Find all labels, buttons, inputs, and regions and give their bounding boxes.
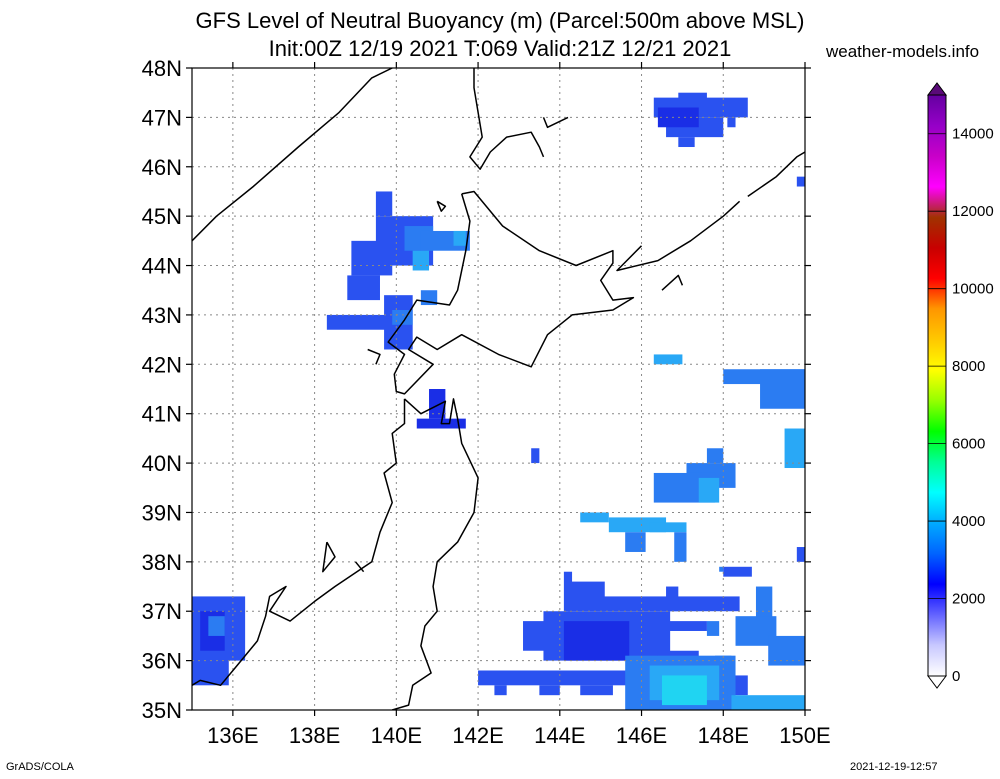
coastline	[661, 274, 684, 291]
field-cell	[661, 675, 707, 706]
lon-label: 144E	[534, 723, 585, 748]
field-cell	[563, 621, 630, 661]
colorbar-label: 10000	[952, 281, 994, 298]
field-cell	[674, 532, 687, 562]
field-cell	[719, 566, 724, 572]
lon-label: 140E	[371, 723, 422, 748]
field-cell	[625, 532, 646, 552]
chart-subtitle: Init:00Z 12/19 2021 T:069 Valid:21Z 12/2…	[268, 36, 732, 61]
coastline	[391, 398, 479, 710]
lat-label: 48N	[142, 56, 182, 81]
field-cell	[236, 611, 242, 636]
field-cell	[580, 512, 609, 523]
colorbar-label: 14000	[952, 126, 994, 143]
field-cell	[784, 428, 805, 469]
graticule	[192, 68, 805, 710]
lon-label: 146E	[616, 723, 667, 748]
field-cell	[539, 685, 560, 696]
colorbar-min-arrow	[927, 675, 947, 689]
colorbar-label: 6000	[952, 436, 985, 453]
field-cell	[796, 547, 805, 562]
field-cell	[731, 675, 748, 696]
coastline	[616, 200, 741, 272]
field-cell	[567, 581, 605, 612]
chart-title: GFS Level of Neutral Buoyancy (m) (Parce…	[195, 8, 805, 33]
field-cell	[494, 685, 507, 696]
colorbar-body	[927, 94, 947, 677]
coastline	[542, 116, 569, 129]
lat-label: 46N	[142, 155, 182, 180]
field-cell	[698, 477, 720, 503]
coastline	[192, 68, 393, 242]
colorbar: 0 2000 4000 6000 8000 10000 12000 14000	[927, 82, 994, 689]
coastlines	[192, 68, 805, 710]
colorbar-label: 8000	[952, 358, 985, 375]
map-frame	[191, 67, 806, 711]
colorbar-label: 4000	[952, 513, 985, 530]
field-cell	[727, 117, 736, 128]
buoyancy-field	[192, 92, 805, 710]
field-cell	[760, 369, 805, 409]
field-cell	[531, 448, 540, 464]
footer-timestamp: 2021-12-19-12:57	[850, 761, 938, 773]
field-cell	[429, 389, 446, 419]
lat-label: 40N	[142, 451, 182, 476]
lat-label: 41N	[142, 402, 182, 427]
field-cell	[706, 448, 724, 464]
field-cell	[706, 621, 720, 636]
coastline	[192, 398, 406, 687]
lat-label: 44N	[142, 254, 182, 279]
field-cell	[666, 621, 707, 631]
coastline	[387, 190, 635, 395]
coastline	[436, 200, 447, 212]
field-cell	[351, 240, 393, 276]
field-cell	[478, 670, 654, 686]
field-cell	[719, 482, 736, 488]
lat-label: 36N	[142, 649, 182, 674]
field-cell	[375, 191, 393, 217]
field-cell	[723, 566, 752, 577]
lon-label: 148E	[698, 723, 749, 748]
field-cell	[666, 586, 679, 612]
lon-label: 138E	[289, 723, 340, 748]
field-cell	[192, 650, 229, 686]
lat-label: 35N	[142, 698, 182, 723]
field-cell	[453, 230, 466, 246]
lon-label: 142E	[452, 723, 503, 748]
field-cell	[731, 695, 805, 710]
lat-label: 42N	[142, 352, 182, 377]
site-label: weather-models.info	[826, 42, 980, 61]
field-cell	[412, 250, 430, 271]
coastline	[469, 68, 545, 170]
lat-label: 37N	[142, 599, 182, 624]
axes: 35N 36N 37N 38N 39N 40N 41N 42N 43N 44N 45N 46N 47N 4…	[142, 56, 831, 748]
colorbar-label: 0	[952, 668, 960, 685]
lat-label: 38N	[142, 550, 182, 575]
field-cell	[653, 354, 683, 365]
colorbar-label: 12000	[952, 203, 994, 220]
lon-label: 136E	[207, 723, 258, 748]
field-cell	[208, 616, 225, 636]
lat-label: 47N	[142, 105, 182, 130]
coastline	[354, 561, 365, 573]
coastline	[322, 541, 336, 573]
field-cell	[755, 586, 773, 622]
coastline	[747, 151, 805, 198]
field-cell	[796, 176, 805, 187]
field-cell	[347, 275, 380, 301]
field-cell	[678, 137, 695, 148]
field-cell	[649, 522, 687, 533]
lat-label: 45N	[142, 204, 182, 229]
colorbar-max-arrow	[927, 82, 947, 96]
lon-label: 150E	[779, 723, 830, 748]
lat-label: 43N	[142, 303, 182, 328]
footer-software: GrADS/COLA	[6, 761, 74, 773]
coastline	[367, 348, 381, 365]
lat-label: 39N	[142, 500, 182, 525]
colorbar-label: 2000	[952, 591, 985, 608]
field-cell	[580, 685, 613, 696]
